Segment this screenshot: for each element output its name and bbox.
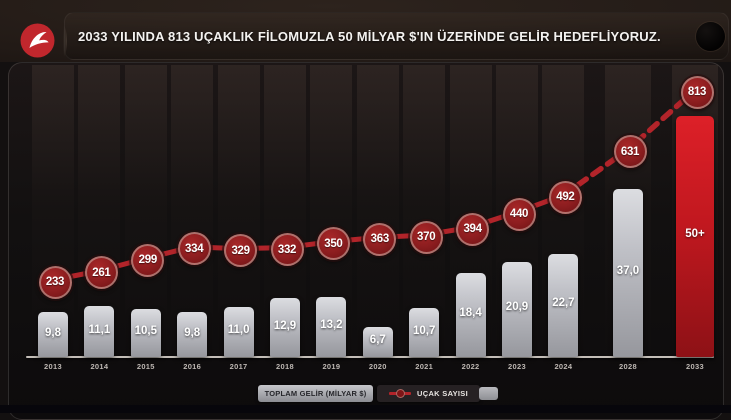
crescent-divider xyxy=(57,24,67,58)
x-axis-tick-label: 2013 xyxy=(44,362,62,371)
airline-bird-icon xyxy=(20,23,55,58)
bar-value-label: 9,8 xyxy=(45,326,61,339)
page-title: 2033 YILINDA 813 UÇAKLIK FİLOMUZLA 50 Mİ… xyxy=(78,28,661,44)
fleet-count-marker: 363 xyxy=(363,222,397,256)
fleet-count-marker: 813 xyxy=(680,75,714,109)
x-axis-tick-label: 2033 xyxy=(686,362,704,371)
fleet-count-marker: 261 xyxy=(84,256,118,290)
x-axis-tick-label: 2020 xyxy=(368,362,387,371)
bar xyxy=(223,306,254,357)
bar xyxy=(270,298,300,357)
x-axis-tick-label: 2021 xyxy=(415,362,434,371)
column-stripe xyxy=(356,65,399,357)
fleet-count-marker: 334 xyxy=(177,232,211,266)
fleet-count-marker: 299 xyxy=(131,243,165,277)
x-axis-tick-label: 2015 xyxy=(136,362,155,371)
bar-value-label: 22,7 xyxy=(552,297,575,310)
bar xyxy=(409,308,440,357)
fleet-count-marker: 394 xyxy=(456,212,490,246)
bar xyxy=(362,326,393,357)
bar xyxy=(455,273,486,357)
bar xyxy=(84,306,115,357)
bar-value-label: 9,8 xyxy=(184,326,201,339)
fleet-count-marker: 631 xyxy=(613,135,647,169)
bar-value-label: 20,9 xyxy=(505,301,529,314)
bar xyxy=(613,188,643,357)
legend-end-cap xyxy=(479,387,498,400)
bar-value-label: 10,7 xyxy=(412,324,436,337)
title-banner: 2033 YILINDA 813 UÇAKLIK FİLOMUZLA 50 Mİ… xyxy=(64,12,729,60)
x-axis-tick-label: 2022 xyxy=(461,362,480,371)
bar-value-label: 6,7 xyxy=(369,333,386,346)
fleet-count-marker: 329 xyxy=(224,234,258,268)
bar-value-label: 18,4 xyxy=(459,307,482,320)
x-axis-tick-label: 2017 xyxy=(229,362,248,371)
bar xyxy=(38,312,68,357)
bar-value-label: 12,9 xyxy=(273,319,297,332)
fleet-count-marker: 332 xyxy=(270,233,304,267)
bar xyxy=(316,296,347,357)
header-strip xyxy=(0,0,731,62)
x-axis-tick-label: 2016 xyxy=(183,362,202,371)
footer-strip xyxy=(0,405,731,413)
x-axis-tick-label: 2018 xyxy=(276,362,294,371)
fleet-count-marker: 233 xyxy=(38,265,72,299)
fleet-count-marker: 492 xyxy=(548,180,582,214)
bar-value-label: 11,1 xyxy=(88,323,111,336)
x-axis-tick-label: 2028 xyxy=(619,362,637,371)
legend-revenue-pill[interactable]: TOPLAM GELİR (MİLYAR $) xyxy=(258,385,373,402)
bar-value-label: 37,0 xyxy=(616,264,640,277)
legend-revenue-label: TOPLAM GELİR (MİLYAR $) xyxy=(264,389,367,398)
bar-value-label: 10,5 xyxy=(134,325,157,338)
x-axis-tick-label: 2024 xyxy=(554,362,573,371)
fleet-count-marker: 350 xyxy=(316,227,350,261)
x-axis-tick-label: 2014 xyxy=(90,362,109,371)
line-marker-icon xyxy=(389,389,412,398)
fleet-count-marker: 440 xyxy=(502,197,536,231)
fleet-count-marker: 370 xyxy=(409,220,443,254)
bar-value-label: 50+ xyxy=(685,228,705,241)
x-axis-tick-label: 2023 xyxy=(508,362,526,371)
legend-fleet-pill[interactable]: UÇAK SAYISI xyxy=(377,385,480,402)
dark-circle-decor xyxy=(696,22,725,51)
legend-fleet-label: UÇAK SAYISI xyxy=(417,389,468,398)
x-axis-line xyxy=(26,356,714,358)
bar-value-label: 11,0 xyxy=(227,323,250,336)
turkish-airlines-logo xyxy=(20,23,55,58)
x-axis-tick-label: 2019 xyxy=(322,362,341,371)
bar-value-label: 13,2 xyxy=(320,318,343,331)
bar xyxy=(177,312,208,357)
bar xyxy=(130,309,161,357)
